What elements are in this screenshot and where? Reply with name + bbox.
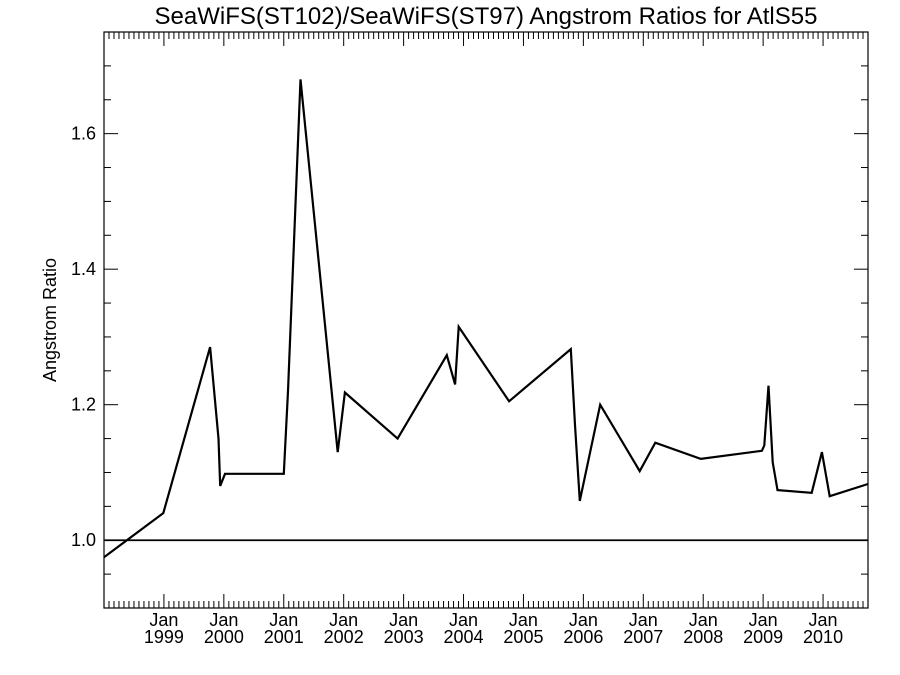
data-point [579,500,581,502]
x-tick-label-year: 2003 [384,627,424,647]
data-point [103,556,105,558]
data-point [761,450,763,452]
data-point [810,492,812,494]
x-tick-label-month: Jan [329,610,358,630]
x-tick-label-year: 2009 [743,627,783,647]
y-axis-ticks [104,31,868,609]
data-point [828,495,830,497]
data-point [867,483,869,485]
data-point [599,404,601,406]
x-tick-label-month: Jan [629,610,658,630]
data-point [654,441,656,443]
data-point [299,78,301,80]
data-point [776,489,778,491]
data-point [396,437,398,439]
data-point [458,326,460,328]
data-point [162,512,164,514]
data-series [103,78,869,559]
y-axis-label: Angstrom Ratio [40,258,60,382]
data-point [209,346,211,348]
data-point [446,354,448,356]
data-point [767,385,769,387]
x-tick-label-year: 2007 [623,627,663,647]
x-tick-label-year: 2001 [264,627,304,647]
x-tick-label-year: 2010 [803,627,843,647]
x-tick-label-month: Jan [689,610,718,630]
data-point [224,473,226,475]
x-tick-label-month: Jan [269,610,298,630]
x-tick-label-year: 2004 [444,627,484,647]
data-point [638,470,640,472]
data-point [574,424,576,426]
series-line-1 [103,79,869,559]
x-tick-label-month: Jan [389,610,418,630]
data-point [287,390,289,392]
plot-frame [103,31,869,609]
y-axis-tick-labels: 1.0 1.2 1.4 1.6 [71,124,96,551]
data-point [219,485,221,487]
x-tick-label-year: 2002 [324,627,364,647]
x-tick-label-year: 2000 [204,627,244,647]
x-tick-label-month: Jan [449,610,478,630]
x-tick-label-year: 2006 [563,627,603,647]
data-point [763,444,765,446]
data-point [283,473,285,475]
data-point [570,348,572,350]
x-tick-label-month: Jan [809,610,838,630]
x-tick-label-year: 2008 [683,627,723,647]
data-point [508,400,510,402]
x-tick-label-year: 2005 [503,627,543,647]
data-point [772,461,774,463]
data-point [700,458,702,460]
x-tick-label-month: Jan [209,610,238,630]
y-tick-label: 1.4 [71,259,96,279]
x-tick-label-year: 1999 [144,627,184,647]
x-axis-ticks [103,32,869,608]
y-tick-label: 1.2 [71,395,96,415]
data-point [344,391,346,393]
y-tick-label: 1.0 [71,530,96,550]
x-tick-label-month: Jan [569,610,598,630]
x-tick-label-month: Jan [149,610,178,630]
chart-title: SeaWiFS(ST102)/SeaWiFS(ST97) Angstrom Ra… [155,3,818,30]
data-point [336,451,338,453]
x-tick-label-month: Jan [749,610,778,630]
data-point [454,383,456,385]
data-point [217,437,219,439]
x-tick-label-month: Jan [509,610,538,630]
y-tick-label: 1.6 [71,124,96,144]
data-point [821,451,823,453]
x-axis-tick-labels: Jan1999Jan2000Jan2001Jan2002Jan2003Jan20… [144,610,843,647]
